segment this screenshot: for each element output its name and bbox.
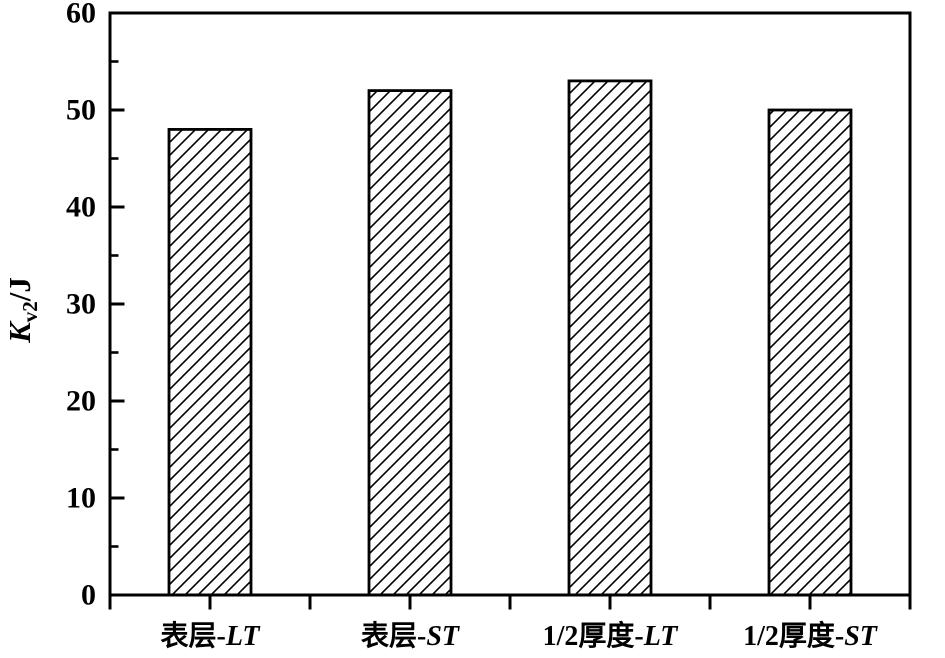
x-category-label: 1/2厚度-LT (543, 620, 680, 652)
y-tick-label: 50 (66, 94, 96, 127)
bar-1/2厚度-ST (767, 108, 853, 597)
labels-layer: 0 10 20 30 40 50 60 表层-LT 表层-ST 1/2厚度-LT 1/2厚度-ST K… (2, 0, 879, 652)
y-tick-label: 40 (66, 191, 96, 224)
x-category-label: 表层-LT (160, 620, 261, 652)
y-tick-label: 10 (66, 482, 96, 515)
bar-表层-ST (367, 89, 453, 597)
y-tick-label: 20 (66, 385, 96, 418)
y-tick-label: 0 (81, 579, 96, 612)
axes-layer (108, 11, 912, 610)
y-tick-label: 60 (66, 0, 96, 30)
bar-表层-LT (167, 127, 253, 597)
y-tick-label: 30 (66, 288, 96, 321)
bars-layer (167, 79, 853, 597)
y-axis-title: Kv2/J (2, 277, 42, 344)
x-category-label: 1/2厚度-ST (743, 620, 879, 652)
bar-1/2厚度-LT (567, 79, 653, 597)
x-category-label: 表层-ST (361, 620, 461, 652)
